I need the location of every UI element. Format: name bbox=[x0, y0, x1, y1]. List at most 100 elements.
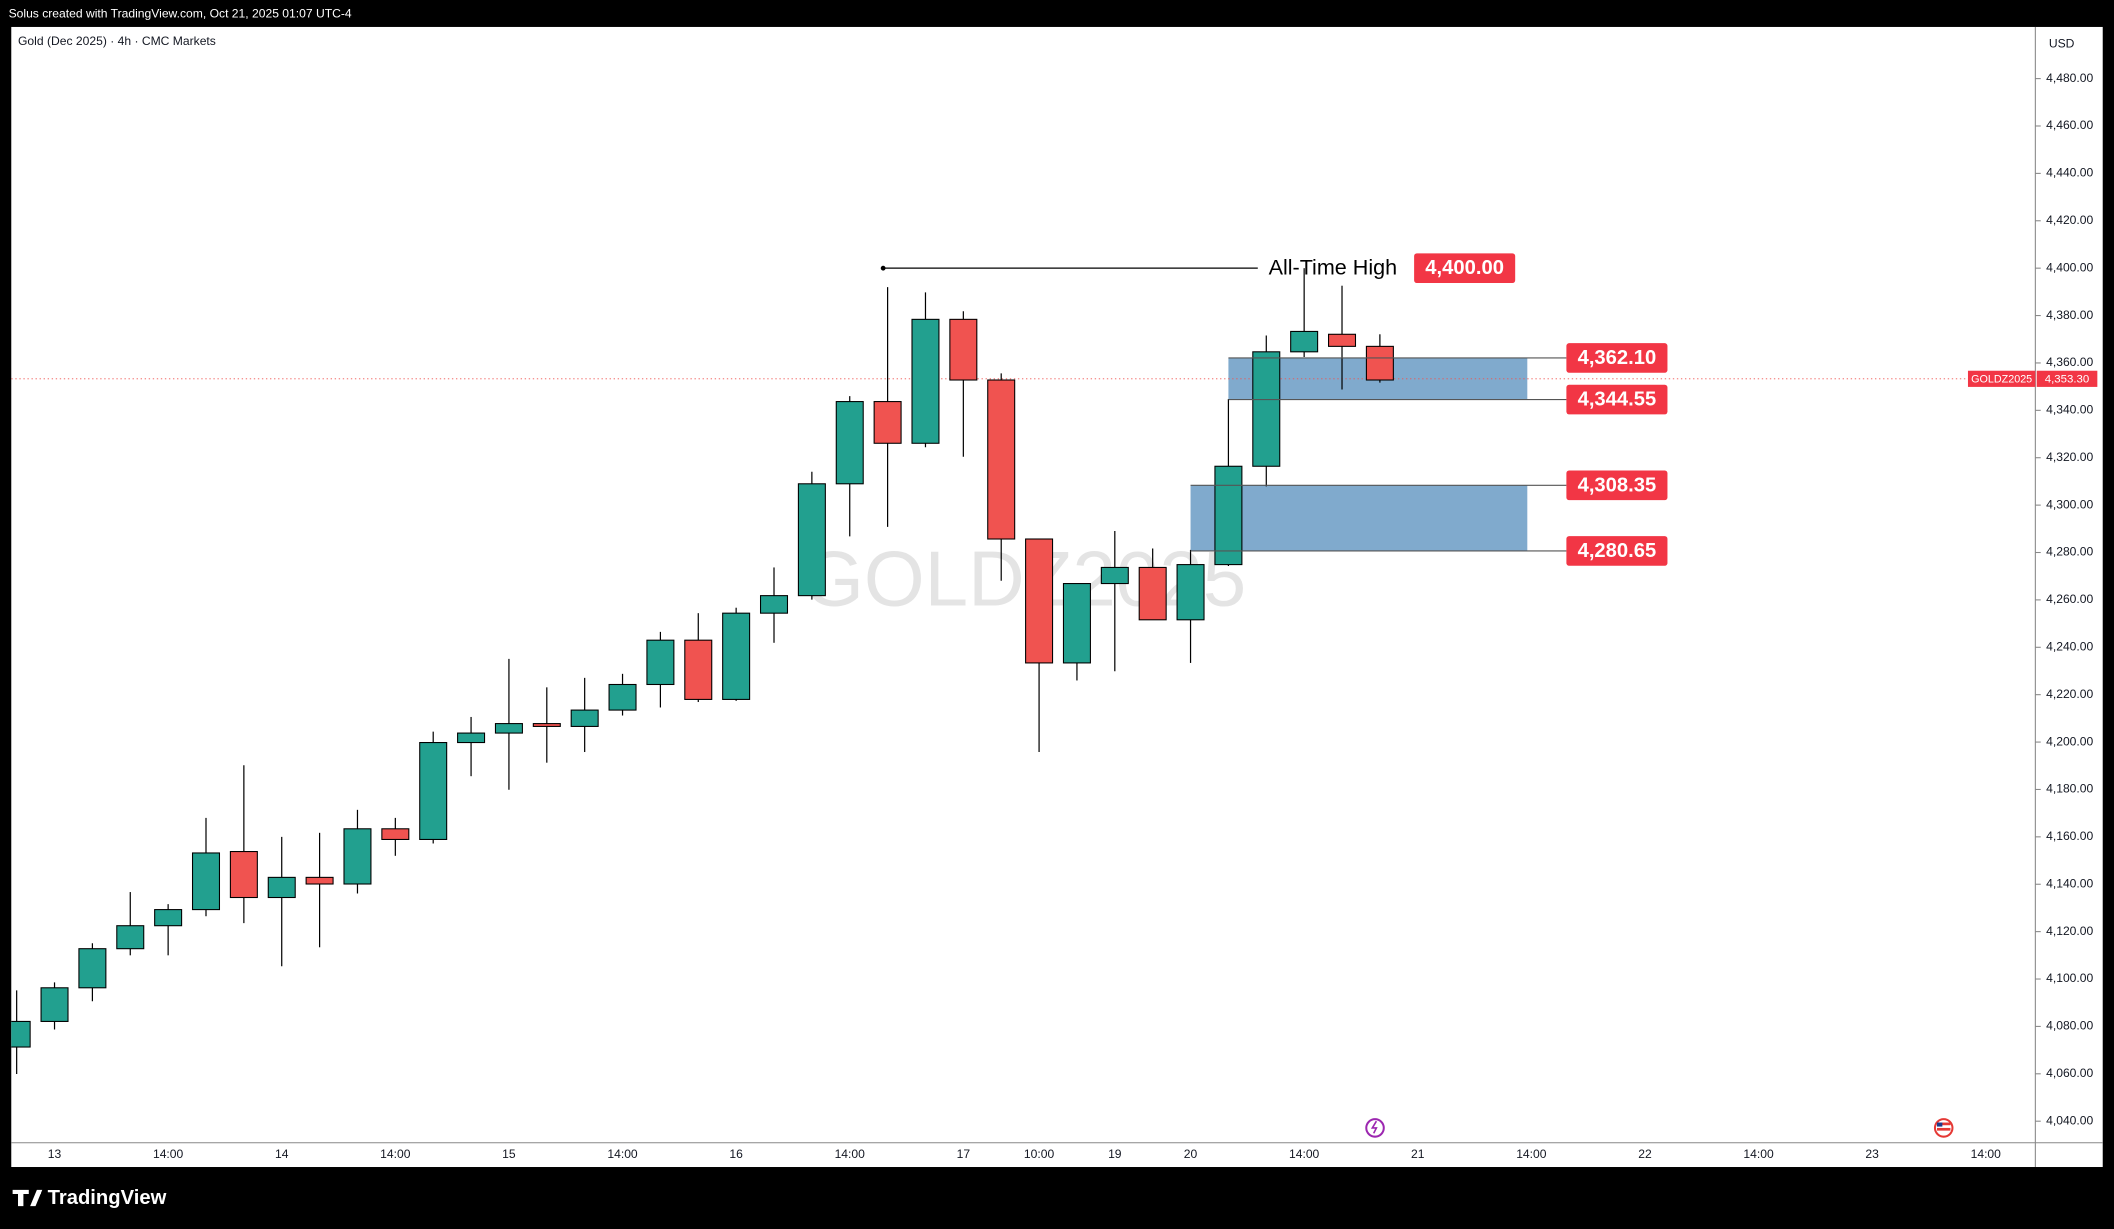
candle-body bbox=[570, 709, 599, 727]
candle-body bbox=[229, 851, 258, 899]
watermark: GOLDZ2025 bbox=[803, 534, 1246, 622]
ath-anchor bbox=[880, 265, 886, 271]
y-tick-label: 4,320.00 bbox=[2046, 450, 2093, 464]
candle-body bbox=[835, 401, 864, 485]
x-tick-label: 19 bbox=[1108, 1147, 1122, 1161]
x-tick-label: 14:00 bbox=[1289, 1147, 1320, 1161]
candle-body bbox=[608, 683, 637, 711]
y-tick-label: 4,420.00 bbox=[2046, 213, 2093, 227]
x-tick-label: 17 bbox=[957, 1147, 971, 1161]
candle-body bbox=[1100, 566, 1129, 585]
candle-body bbox=[1252, 351, 1281, 467]
x-tick-label: 23 bbox=[1865, 1147, 1879, 1161]
candle-body bbox=[11, 1020, 31, 1048]
flag-icon bbox=[1933, 1118, 1954, 1138]
symbol-badge bbox=[1967, 370, 2036, 387]
candle-body bbox=[911, 318, 940, 444]
y-tick-label: 4,220.00 bbox=[2046, 687, 2093, 701]
level-label: 4,362.10 bbox=[1578, 347, 1657, 369]
y-tick-label: 4,200.00 bbox=[2046, 734, 2093, 748]
ath-label: 4,400.00 bbox=[1425, 257, 1504, 279]
y-tick-label: 4,300.00 bbox=[2046, 497, 2093, 511]
candle-body bbox=[1025, 538, 1054, 664]
x-tick-label: 14:00 bbox=[607, 1147, 638, 1161]
brand-logo bbox=[12, 1189, 43, 1207]
candle-body bbox=[987, 379, 1016, 540]
ath-text: All-Time High bbox=[1269, 255, 1398, 280]
y-tick-label: 4,460.00 bbox=[2046, 118, 2093, 132]
candle-body bbox=[191, 852, 221, 911]
x-tick-label: 14:00 bbox=[1971, 1147, 2002, 1161]
y-tick-label: 4,400.00 bbox=[2046, 260, 2093, 274]
y-tick-label: 4,080.00 bbox=[2046, 1019, 2093, 1033]
x-tick-label: 14 bbox=[275, 1147, 289, 1161]
candle-body bbox=[873, 401, 902, 444]
y-tick-label: 4,340.00 bbox=[2046, 403, 2093, 417]
candle-body bbox=[949, 318, 978, 381]
y-tick-label: 4,160.00 bbox=[2046, 829, 2093, 843]
event-icon bbox=[1365, 1118, 1385, 1138]
x-tick-label: 21 bbox=[1411, 1147, 1425, 1161]
level-label: 4,344.55 bbox=[1578, 389, 1657, 411]
level-badge bbox=[1566, 384, 1668, 415]
candle-body bbox=[40, 987, 69, 1022]
candle-body bbox=[494, 723, 523, 734]
y-tick-label: 4,380.00 bbox=[2046, 308, 2093, 322]
brand: TradingView bbox=[48, 1187, 167, 1209]
x-tick-label: 13 bbox=[48, 1147, 62, 1161]
y-tick-label: 4,100.00 bbox=[2046, 971, 2093, 985]
x-tick-label: 14:00 bbox=[380, 1147, 411, 1161]
level-badge bbox=[1566, 343, 1668, 373]
candle-body bbox=[797, 483, 826, 597]
chart-area bbox=[11, 26, 2103, 1168]
price-badge bbox=[2036, 370, 2098, 387]
candle-body bbox=[381, 828, 410, 840]
level-badge bbox=[1566, 536, 1668, 566]
candle-body bbox=[1327, 333, 1357, 347]
level-badge bbox=[1566, 470, 1668, 501]
candle-body bbox=[646, 639, 675, 686]
candle-body bbox=[684, 639, 713, 700]
candle-body bbox=[1214, 465, 1243, 566]
candle-body bbox=[343, 828, 372, 885]
x-tick-label: 10:00 bbox=[1024, 1147, 1055, 1161]
y-tick-label: 4,360.00 bbox=[2046, 355, 2093, 369]
candle-body bbox=[1138, 566, 1167, 621]
symbol-label: GOLDZ2025 bbox=[1971, 373, 2032, 385]
currency: USD bbox=[2049, 37, 2075, 51]
x-tick-label: 14:00 bbox=[1516, 1147, 1547, 1161]
zone bbox=[1190, 485, 1528, 551]
candle-body bbox=[1062, 583, 1091, 664]
credit: Solus created with TradingView.com, Oct … bbox=[9, 6, 352, 20]
x-tick-label: 14:00 bbox=[835, 1147, 866, 1161]
chart-title: Gold (Dec 2025) · 4h · CMC Markets bbox=[18, 34, 216, 48]
last-price-label: 4,353.30 bbox=[2045, 374, 2090, 386]
y-tick-label: 4,180.00 bbox=[2046, 782, 2093, 796]
y-tick-label: 4,280.00 bbox=[2046, 545, 2093, 559]
ath-badge bbox=[1414, 253, 1516, 283]
candle-body bbox=[722, 612, 751, 700]
x-tick-label: 16 bbox=[729, 1147, 743, 1161]
candle-body bbox=[1290, 330, 1319, 353]
x-tick-label: 14:00 bbox=[153, 1147, 184, 1161]
y-tick-label: 4,120.00 bbox=[2046, 924, 2093, 938]
y-tick-label: 4,240.00 bbox=[2046, 639, 2093, 653]
candle-body bbox=[1176, 564, 1205, 621]
x-tick-label: 15 bbox=[502, 1147, 516, 1161]
candle-body bbox=[532, 723, 561, 727]
candle-body bbox=[154, 909, 183, 927]
y-tick-label: 4,260.00 bbox=[2046, 592, 2093, 606]
x-tick-label: 20 bbox=[1184, 1147, 1198, 1161]
candle-body bbox=[267, 876, 296, 899]
x-tick-label: 22 bbox=[1638, 1147, 1652, 1161]
plot bbox=[11, 268, 2036, 1075]
candle-body bbox=[759, 595, 789, 614]
y-tick-label: 4,140.00 bbox=[2046, 876, 2093, 890]
candle-body bbox=[305, 876, 334, 885]
candle-body bbox=[419, 742, 448, 840]
candle-body bbox=[78, 948, 107, 989]
y-tick-label: 4,440.00 bbox=[2046, 166, 2093, 180]
y-tick-label: 4,040.00 bbox=[2046, 1113, 2093, 1127]
